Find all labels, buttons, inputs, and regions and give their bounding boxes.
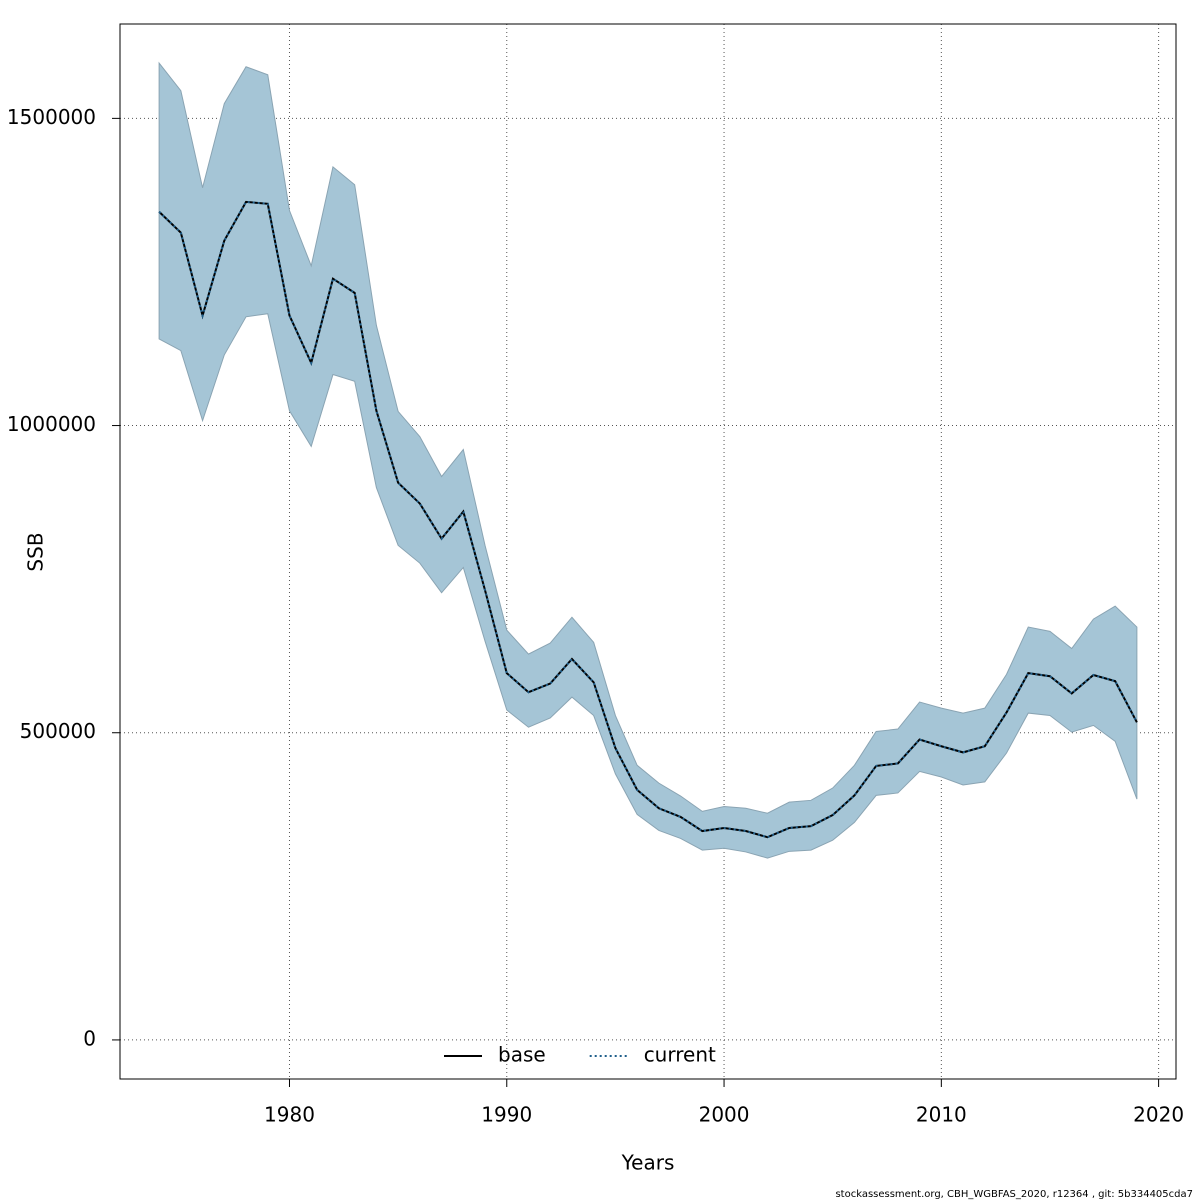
y-tick-label: 0 — [83, 1026, 96, 1050]
legend-label: current — [644, 1043, 716, 1067]
y-axis-label: SSB — [24, 532, 48, 571]
y-tick-label: 1000000 — [7, 412, 96, 436]
x-tick-label: 2000 — [699, 1103, 750, 1127]
x-tick-label: 2020 — [1133, 1103, 1184, 1127]
x-tick-label: 1980 — [264, 1103, 315, 1127]
plot-frame — [119, 23, 1177, 1080]
series-line — [158, 200, 1138, 839]
x-tick-label: 2010 — [916, 1103, 967, 1127]
legend-label: base — [498, 1043, 546, 1067]
x-axis-label: Years — [621, 1151, 675, 1175]
y-tick-label: 500000 — [20, 719, 96, 743]
footnote: stockassessment.org, CBH_WGBFAS_2020, r1… — [835, 1189, 1193, 1200]
y-tick-label: 1500000 — [7, 105, 96, 129]
confidence-band — [158, 61, 1138, 859]
x-tick-label: 1990 — [481, 1103, 532, 1127]
